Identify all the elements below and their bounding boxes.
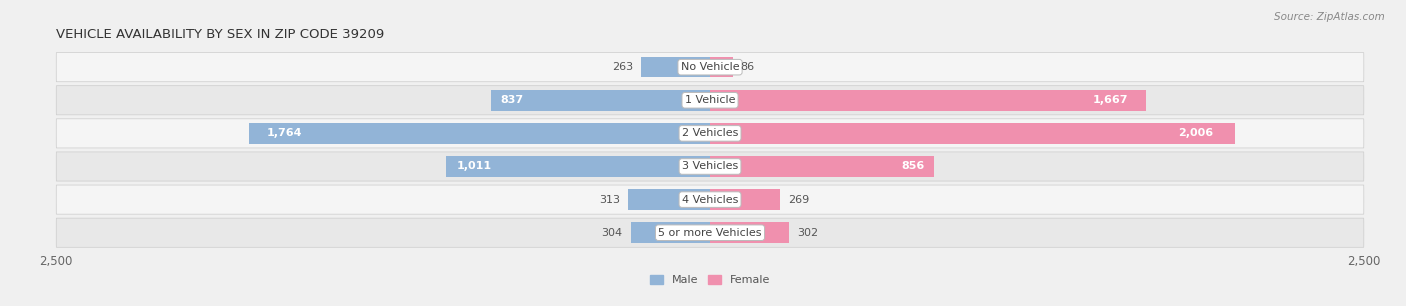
Text: 2,006: 2,006 [1178, 129, 1213, 138]
Text: 1,667: 1,667 [1092, 95, 1129, 105]
Bar [710, 90, 1146, 110]
Bar [446, 156, 710, 177]
Bar [710, 189, 780, 210]
Text: 263: 263 [612, 62, 634, 72]
Bar [710, 123, 1234, 144]
Bar [710, 222, 789, 243]
Text: 302: 302 [797, 228, 818, 238]
FancyBboxPatch shape [56, 218, 1364, 247]
Text: 837: 837 [501, 95, 523, 105]
Text: 313: 313 [599, 195, 620, 205]
Text: 856: 856 [901, 162, 925, 171]
FancyBboxPatch shape [56, 185, 1364, 214]
Bar [641, 57, 710, 77]
Text: 304: 304 [602, 228, 623, 238]
Text: 2 Vehicles: 2 Vehicles [682, 129, 738, 138]
Text: 5 or more Vehicles: 5 or more Vehicles [658, 228, 762, 238]
Text: 269: 269 [789, 195, 810, 205]
Bar [710, 57, 733, 77]
Text: No Vehicle: No Vehicle [681, 62, 740, 72]
Bar [491, 90, 710, 110]
FancyBboxPatch shape [56, 119, 1364, 148]
Text: VEHICLE AVAILABILITY BY SEX IN ZIP CODE 39209: VEHICLE AVAILABILITY BY SEX IN ZIP CODE … [56, 28, 384, 41]
FancyBboxPatch shape [56, 86, 1364, 115]
Bar [710, 156, 934, 177]
Text: 1,011: 1,011 [456, 162, 491, 171]
FancyBboxPatch shape [56, 152, 1364, 181]
Text: 3 Vehicles: 3 Vehicles [682, 162, 738, 171]
Text: 1 Vehicle: 1 Vehicle [685, 95, 735, 105]
Text: 1,764: 1,764 [267, 129, 302, 138]
Text: Source: ZipAtlas.com: Source: ZipAtlas.com [1274, 12, 1385, 22]
Bar [249, 123, 710, 144]
Bar [630, 222, 710, 243]
Text: 4 Vehicles: 4 Vehicles [682, 195, 738, 205]
Bar [628, 189, 710, 210]
FancyBboxPatch shape [56, 53, 1364, 82]
Legend: Male, Female: Male, Female [645, 271, 775, 290]
Text: 86: 86 [741, 62, 755, 72]
